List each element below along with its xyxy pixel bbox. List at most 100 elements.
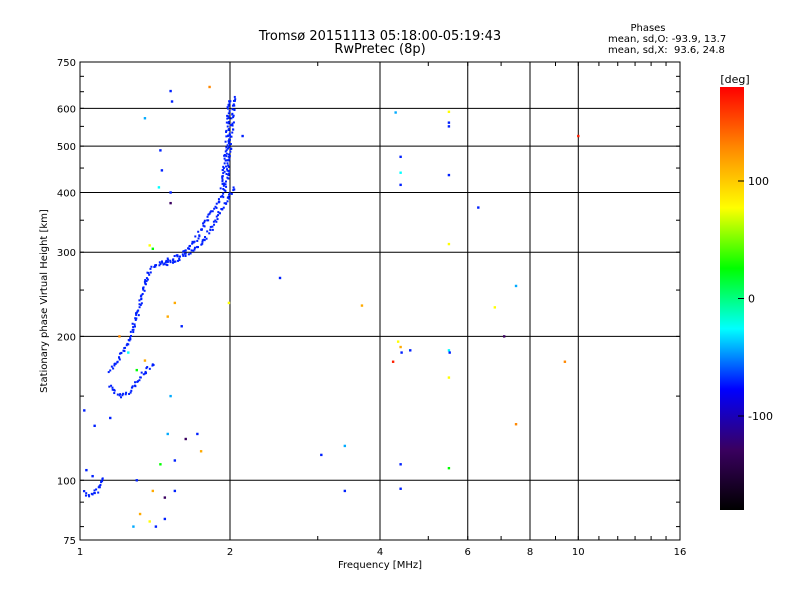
trace-point [215,215,218,218]
trace-point [161,260,164,263]
trace-point [142,373,145,376]
trace-point [138,303,141,306]
trace-point [196,239,199,242]
trace-point [222,165,225,168]
trace-point [222,167,225,170]
echo-point [447,242,451,246]
trace-point [97,491,100,494]
echo-point [447,466,451,470]
trace-point [230,117,233,120]
trace-point [190,249,193,252]
trace-point [142,287,145,290]
trace-point [178,255,181,258]
trace-segment [222,95,237,192]
echo-point [447,349,451,352]
trace-point [129,338,132,341]
echo-point [184,437,187,441]
trace-point [181,253,184,256]
trace-point [122,392,125,395]
phases-x-stats: mean, sd,X: 93.6, 24.8 [608,45,725,56]
trace-point [82,490,85,493]
trace-point [118,394,121,397]
trace-point [227,104,230,107]
echo-point [85,468,88,472]
trace-point [232,189,235,192]
echo-point [447,125,451,128]
trace-point [227,173,230,176]
trace-point [140,302,143,305]
x-tick-label: 8 [527,547,533,558]
echo-point [399,345,402,349]
colorbar-tick-label: 0 [748,293,755,306]
trace-point [99,483,102,486]
trace-point [222,192,225,195]
echo-point [148,520,151,523]
echo-point [173,489,177,493]
trace-point [222,187,225,190]
trace-point [232,99,235,102]
trace-point [167,258,170,261]
echo-point [109,416,112,420]
trace-point [128,392,131,395]
trace-point [111,386,114,389]
trace-point [187,253,190,256]
trace-point [148,273,151,276]
trace-point [178,259,181,262]
trace-point [191,240,194,243]
trace-point [172,260,175,263]
y-tick-label: 600 [57,104,76,115]
trace-point [231,124,234,127]
echo-point [227,301,231,305]
trace-point [227,146,230,149]
trace-point [172,258,175,261]
trace-point [132,331,135,334]
colorbar: [deg] 100 0 -100 [720,73,773,510]
echo-point [278,276,282,280]
trace-point [225,159,228,162]
trace-point [145,277,148,280]
trace-point [216,218,219,221]
trace-point [93,489,96,492]
trace-point [225,152,228,155]
trace-point [154,265,157,268]
trace-point [208,232,211,235]
trace-point [213,223,216,226]
x-tick-label: 2 [227,547,233,558]
trace-point [225,165,228,168]
trace-point [221,194,224,197]
trace-point [209,228,212,231]
trace-point [132,326,135,329]
trace-point [225,129,228,132]
trace-point [227,115,230,118]
trace-point [233,188,236,191]
trace-point [201,239,204,242]
trace-point [145,367,148,370]
trace-point [225,202,228,205]
trace-point [221,180,224,183]
trace-point [214,219,217,222]
trace-point [226,144,229,147]
echo-point [360,304,364,307]
echo-point [159,149,162,152]
echo-point [154,525,158,528]
trace-point [218,212,221,215]
trace-point [208,212,211,215]
echo-point [400,351,403,354]
trace-point [228,155,231,158]
trace-point [215,202,218,205]
y-tick-label: 750 [57,58,76,69]
trace-point [101,478,104,481]
trace-point [224,180,227,183]
trace-point [232,103,235,106]
y-axis-ticks: 75 100 200 300 400 500 600 750 [57,58,76,547]
trace-point [191,242,194,245]
echo-point [409,349,412,352]
x-axis-ticks: 1 2 4 6 8 10 16 [77,547,687,558]
chart-title: Tromsø 20151113 05:18:00-05:19:43 [258,29,501,44]
trace-point [193,240,196,243]
echo-point [399,155,402,159]
trace-point [165,259,168,262]
trace-point [202,222,205,225]
trace-point [201,242,204,245]
